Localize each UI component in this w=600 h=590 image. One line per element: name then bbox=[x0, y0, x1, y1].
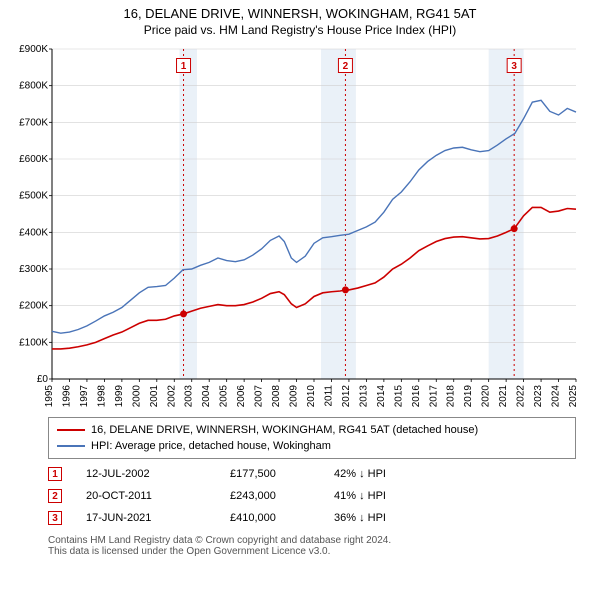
sale-dot bbox=[180, 310, 187, 317]
x-tick-label: 2009 bbox=[289, 385, 300, 408]
x-tick-label: 2010 bbox=[306, 385, 317, 408]
sale-pct: 36% ↓ HPI bbox=[334, 512, 434, 524]
sale-row: 2 20-OCT-2011 £243,000 41% ↓ HPI bbox=[48, 485, 576, 507]
legend-label: HPI: Average price, detached house, Woki… bbox=[91, 440, 331, 452]
x-tick-label: 2023 bbox=[533, 385, 544, 408]
sale-price: £410,000 bbox=[230, 512, 310, 524]
y-tick-label: £0 bbox=[37, 374, 49, 385]
x-tick-label: 2003 bbox=[184, 385, 195, 408]
legend-item: HPI: Average price, detached house, Woki… bbox=[57, 438, 567, 454]
x-tick-label: 1996 bbox=[61, 385, 72, 408]
x-tick-label: 2011 bbox=[323, 385, 334, 407]
sale-pct: 42% ↓ HPI bbox=[334, 468, 434, 480]
sale-date: 17-JUN-2021 bbox=[86, 512, 206, 524]
y-tick-label: £600K bbox=[19, 154, 48, 165]
footer: Contains HM Land Registry data © Crown c… bbox=[48, 535, 576, 557]
shade-band bbox=[180, 49, 197, 379]
sale-marker: 3 bbox=[48, 511, 62, 525]
sale-marker: 1 bbox=[48, 467, 62, 481]
x-tick-label: 2019 bbox=[463, 385, 474, 408]
x-tick-label: 2001 bbox=[149, 385, 160, 408]
x-tick-label: 2006 bbox=[236, 385, 247, 408]
x-tick-label: 1999 bbox=[114, 385, 125, 408]
chart-container: 16, DELANE DRIVE, WINNERSH, WOKINGHAM, R… bbox=[0, 0, 600, 590]
y-tick-label: £800K bbox=[19, 81, 48, 92]
y-tick-label: £500K bbox=[19, 191, 48, 202]
x-tick-label: 2002 bbox=[166, 385, 177, 408]
x-tick-label: 2013 bbox=[358, 385, 369, 408]
sale-row: 1 12-JUL-2002 £177,500 42% ↓ HPI bbox=[48, 463, 576, 485]
legend-item: 16, DELANE DRIVE, WINNERSH, WOKINGHAM, R… bbox=[57, 422, 567, 438]
y-tick-label: £700K bbox=[19, 117, 48, 128]
sale-pct: 41% ↓ HPI bbox=[334, 490, 434, 502]
chart-title: 16, DELANE DRIVE, WINNERSH, WOKINGHAM, R… bbox=[8, 6, 592, 21]
marker-number: 3 bbox=[511, 61, 517, 72]
sale-price: £177,500 bbox=[230, 468, 310, 480]
x-tick-label: 2025 bbox=[568, 385, 579, 408]
footer-line-2: This data is licensed under the Open Gov… bbox=[48, 546, 576, 557]
x-tick-label: 2012 bbox=[341, 385, 352, 408]
x-tick-label: 2020 bbox=[481, 385, 492, 408]
sale-dot bbox=[511, 225, 518, 232]
marker-number: 2 bbox=[343, 61, 349, 72]
x-tick-label: 1998 bbox=[96, 385, 107, 408]
marker-number: 1 bbox=[181, 61, 187, 72]
x-tick-label: 2021 bbox=[498, 385, 509, 408]
chart-subtitle: Price paid vs. HM Land Registry's House … bbox=[8, 23, 592, 37]
sale-row: 3 17-JUN-2021 £410,000 36% ↓ HPI bbox=[48, 507, 576, 529]
x-tick-label: 1997 bbox=[79, 385, 90, 408]
sale-marker: 2 bbox=[48, 489, 62, 503]
y-tick-label: £100K bbox=[19, 337, 48, 348]
shade-band bbox=[321, 49, 356, 379]
x-tick-label: 2000 bbox=[131, 385, 142, 408]
x-tick-label: 2008 bbox=[271, 385, 282, 408]
sale-dot bbox=[342, 286, 349, 293]
legend-swatch bbox=[57, 429, 85, 431]
sale-date: 12-JUL-2002 bbox=[86, 468, 206, 480]
chart-plot: £0 £100K £200K £300K £400K £500K £600K £700K £80… bbox=[8, 43, 592, 413]
x-tick-label: 2016 bbox=[411, 385, 422, 408]
y-tick-label: £900K bbox=[19, 44, 48, 55]
legend-swatch bbox=[57, 445, 85, 447]
x-tick-label: 2017 bbox=[428, 385, 439, 408]
legend-label: 16, DELANE DRIVE, WINNERSH, WOKINGHAM, R… bbox=[91, 424, 478, 436]
x-tick-label: 2018 bbox=[446, 385, 457, 408]
x-tick-label: 1995 bbox=[44, 385, 55, 408]
y-tick-label: £300K bbox=[19, 264, 48, 275]
x-tick-label: 2005 bbox=[219, 385, 230, 408]
legend: 16, DELANE DRIVE, WINNERSH, WOKINGHAM, R… bbox=[48, 417, 576, 459]
y-tick-label: £200K bbox=[19, 301, 48, 312]
sale-date: 20-OCT-2011 bbox=[86, 490, 206, 502]
sale-table: 1 12-JUL-2002 £177,500 42% ↓ HPI 2 20-OCT-201… bbox=[48, 463, 576, 529]
x-tick-label: 2007 bbox=[254, 385, 265, 408]
x-tick-label: 2015 bbox=[393, 385, 404, 408]
shade-band bbox=[489, 49, 524, 379]
y-tick-label: £400K bbox=[19, 227, 48, 238]
x-tick-label: 2014 bbox=[376, 385, 387, 408]
footer-line-1: Contains HM Land Registry data © Crown c… bbox=[48, 535, 576, 546]
x-tick-label: 2024 bbox=[551, 385, 562, 408]
x-tick-label: 2004 bbox=[201, 385, 212, 408]
x-tick-label: 2022 bbox=[516, 385, 527, 408]
sale-price: £243,000 bbox=[230, 490, 310, 502]
